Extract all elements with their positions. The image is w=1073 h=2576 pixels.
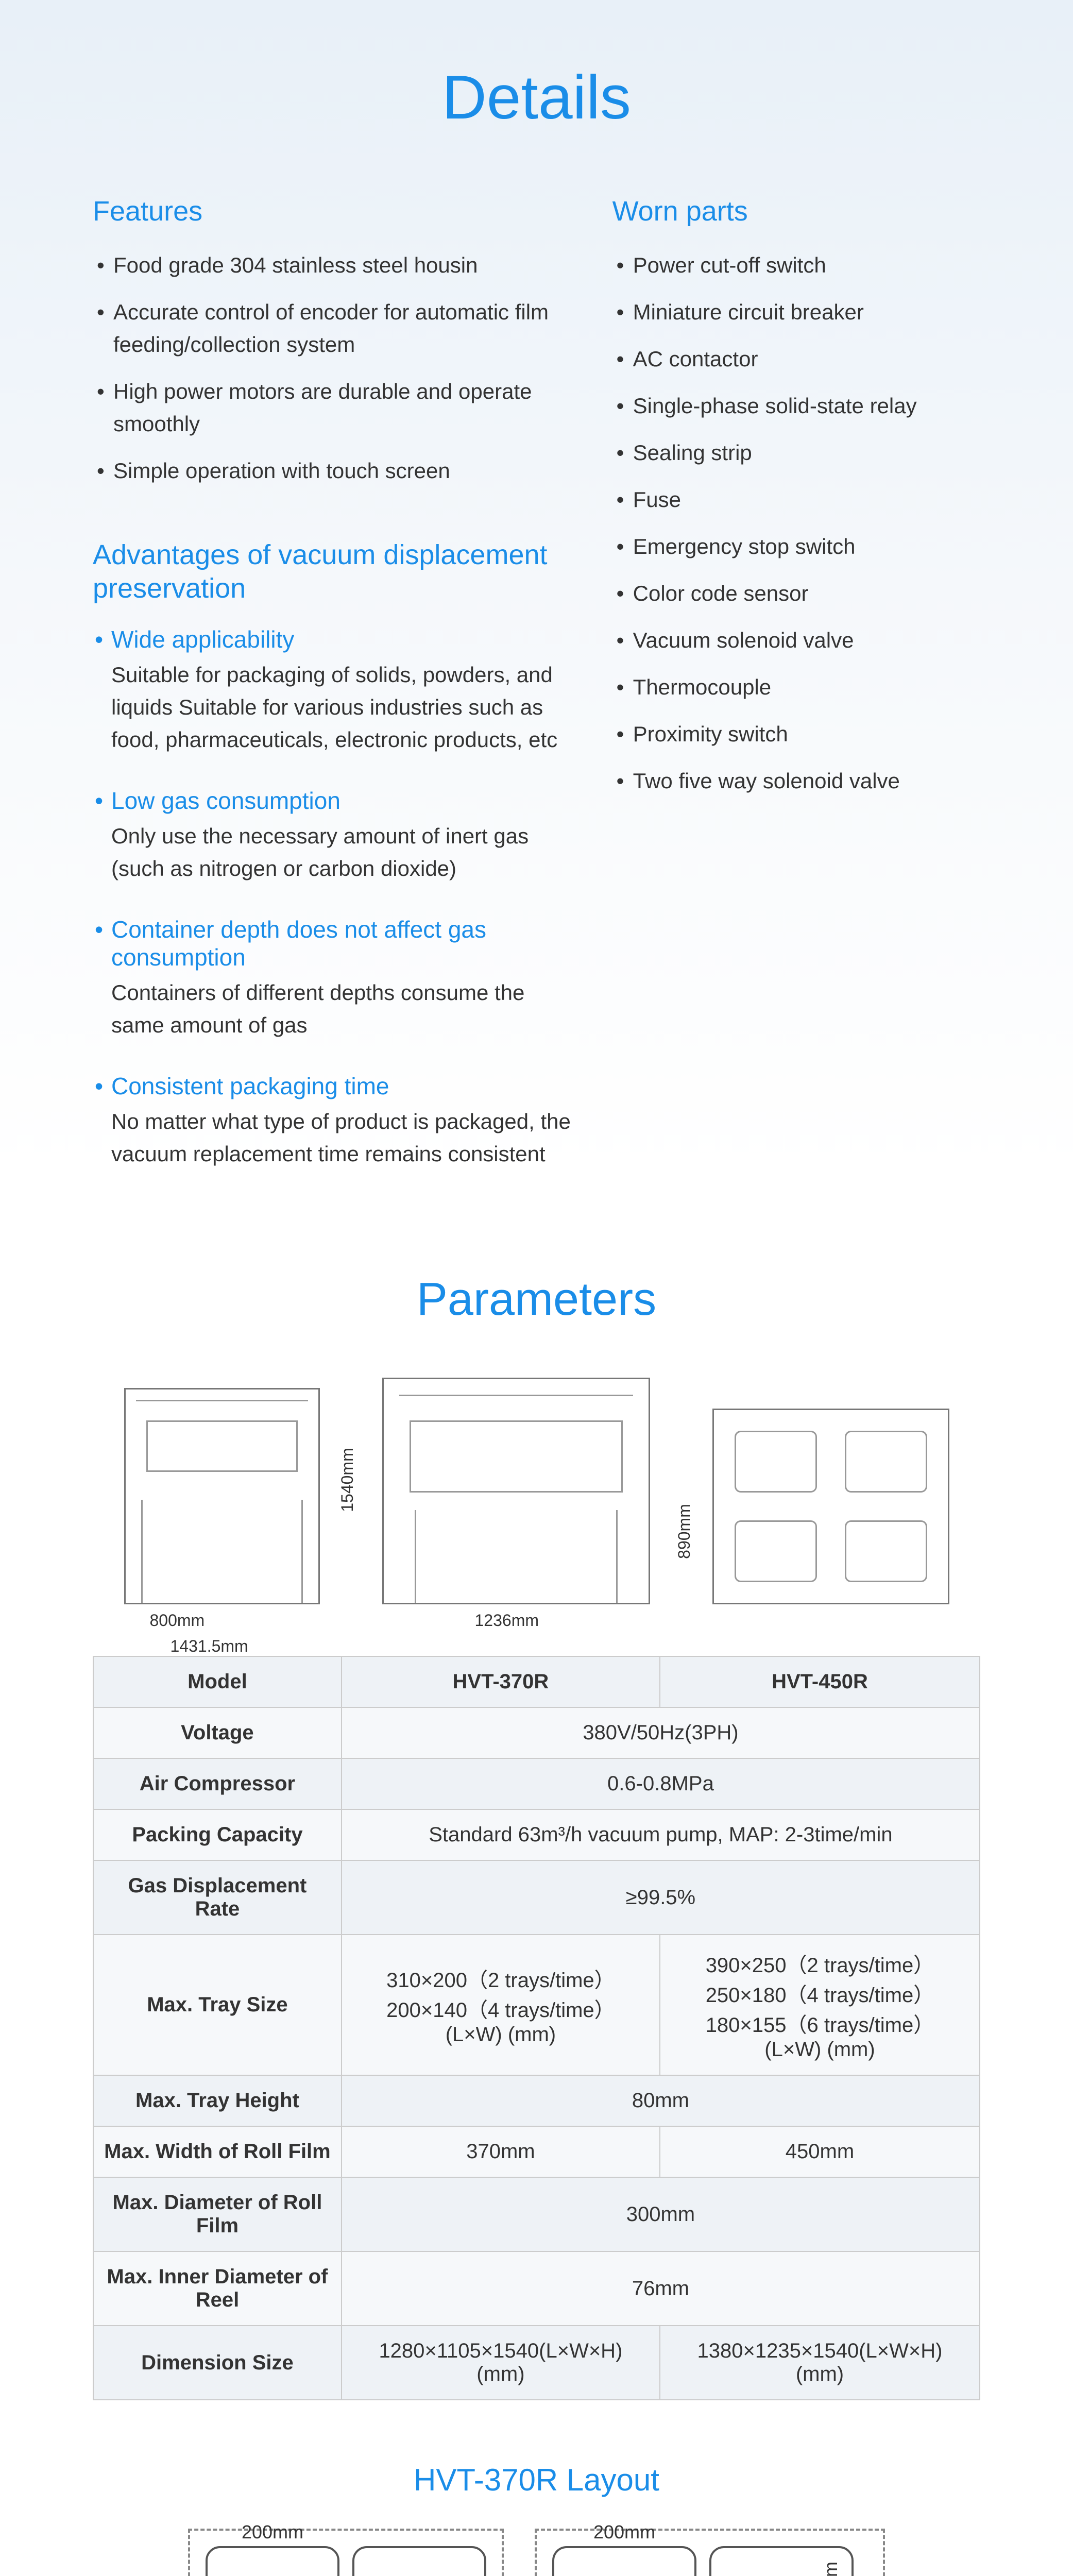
spec-label: Max. Diameter of Roll Film — [93, 2177, 342, 2251]
advantage-desc: Suitable for packaging of solids, powder… — [93, 658, 571, 756]
advantage-title: Consistent packaging time — [93, 1072, 571, 1100]
spec-label: Dimension Size — [93, 2326, 342, 2400]
spec-label: Max. Width of Roll Film — [93, 2126, 342, 2177]
layout-370-row: 200mm 310mm 200mm 140mm — [93, 2529, 980, 2576]
worn-item: Two five way solenoid valve — [612, 765, 980, 797]
table-row: Max. Diameter of Roll Film300mm — [93, 2177, 980, 2251]
details-columns: Features Food grade 304 stainless steel … — [93, 195, 980, 1201]
table-row: Max. Tray Size310×200（2 trays/time） 200×… — [93, 1935, 980, 2075]
table-row: Max. Width of Roll Film370mm450mm — [93, 2126, 980, 2177]
diagrams-row: 800mm 1431.5mm 1540mm 890mm 1236mm — [93, 1378, 980, 1604]
spec-label: Packing Capacity — [93, 1809, 342, 1860]
spec-value: 1380×1235×1540(L×W×H) (mm) — [660, 2326, 980, 2400]
table-row: Max. Tray Height80mm — [93, 2075, 980, 2126]
table-row: Air Compressor0.6-0.8MPa — [93, 1758, 980, 1809]
worn-item: Vacuum solenoid valve — [612, 624, 980, 656]
spec-label: Max. Inner Diameter of Reel — [93, 2251, 342, 2326]
worn-item: Thermocouple — [612, 671, 980, 703]
feature-item: Simple operation with touch screen — [93, 454, 571, 487]
advantages-block: Advantages of vacuum displacement preser… — [93, 538, 571, 1171]
features-heading: Features — [93, 195, 571, 228]
main-container: Details Features Food grade 304 stainles… — [0, 0, 1073, 2576]
table-header: Model — [93, 1656, 342, 1707]
tray — [352, 2546, 486, 2576]
spec-value: 310×200（2 trays/time） 200×140（4 trays/ti… — [342, 1935, 660, 2075]
worn-item: AC contactor — [612, 343, 980, 375]
worn-item: Proximity switch — [612, 718, 980, 750]
diag-label: 1431.5mm — [171, 1637, 248, 1656]
tray: 200mm — [552, 2546, 696, 2576]
tray: 200mm 310mm — [206, 2546, 339, 2576]
advantages-heading: Advantages of vacuum displacement preser… — [93, 538, 571, 605]
diag-label: 890mm — [675, 1504, 694, 1560]
worn-heading: Worn parts — [612, 195, 980, 228]
worn-item: Fuse — [612, 483, 980, 516]
advantage-item: Wide applicability Suitable for packagin… — [93, 625, 571, 756]
diag-label: 800mm — [150, 1611, 205, 1630]
table-row: Voltage380V/50Hz(3PH) — [93, 1707, 980, 1758]
spec-label: Air Compressor — [93, 1758, 342, 1809]
table-header-row: Model HVT-370R HVT-450R — [93, 1656, 980, 1707]
diag-label: 1236mm — [475, 1611, 539, 1630]
spec-value: 0.6-0.8MPa — [342, 1758, 980, 1809]
spec-value: Standard 63m³/h vacuum pump, MAP: 2-3tim… — [342, 1809, 980, 1860]
advantage-item: Container depth does not affect gas cons… — [93, 916, 571, 1041]
worn-item: Emergency stop switch — [612, 530, 980, 563]
spec-value: 300mm — [342, 2177, 980, 2251]
page-title: Details — [93, 62, 980, 133]
table-header: HVT-450R — [660, 1656, 980, 1707]
spec-value: 450mm — [660, 2126, 980, 2177]
right-column: Worn parts Power cut-off switch Miniatur… — [612, 195, 980, 1201]
worn-item: Sealing strip — [612, 436, 980, 469]
advantage-item: Low gas consumption Only use the necessa… — [93, 787, 571, 885]
advantage-desc: Containers of different depths consume t… — [93, 976, 571, 1041]
spec-value: 1280×1105×1540(L×W×H) (mm) — [342, 2326, 660, 2400]
diag-label: 1540mm — [337, 1448, 356, 1513]
spec-value: 80mm — [342, 2075, 980, 2126]
spec-value: ≥99.5% — [342, 1860, 980, 1935]
tray: 140mm — [709, 2546, 854, 2576]
spec-value: 370mm — [342, 2126, 660, 2177]
spec-value: 76mm — [342, 2251, 980, 2326]
table-row: Gas Displacement Rate≥99.5% — [93, 1860, 980, 1935]
spec-label: Gas Displacement Rate — [93, 1860, 342, 1935]
diagram-3 — [712, 1409, 949, 1604]
advantage-desc: No matter what type of product is packag… — [93, 1105, 571, 1170]
tray-label: 200mm — [593, 2521, 655, 2543]
tray-label: 200mm — [242, 2521, 303, 2543]
advantage-desc: Only use the necessary amount of inert g… — [93, 820, 571, 885]
spec-value: 390×250（2 trays/time） 250×180（4 trays/ti… — [660, 1935, 980, 2075]
feature-item: Accurate control of encoder for automati… — [93, 296, 571, 361]
feature-item: High power motors are durable and operat… — [93, 375, 571, 440]
tray-label: 140mm — [820, 2562, 842, 2576]
advantage-title: Low gas consumption — [93, 787, 571, 815]
spec-table: Model HVT-370R HVT-450R Voltage380V/50Hz… — [93, 1656, 980, 2400]
worn-list: Power cut-off switch Miniature circuit b… — [612, 249, 980, 797]
layout-box: 200mm 140mm — [535, 2529, 885, 2576]
table-row: Packing CapacityStandard 63m³/h vacuum p… — [93, 1809, 980, 1860]
advantage-title: Wide applicability — [93, 625, 571, 653]
worn-item: Color code sensor — [612, 577, 980, 609]
worn-item: Power cut-off switch — [612, 249, 980, 281]
layout-box: 200mm 310mm — [188, 2529, 504, 2576]
table-row: Max. Inner Diameter of Reel76mm — [93, 2251, 980, 2326]
spec-label: Max. Tray Height — [93, 2075, 342, 2126]
feature-item: Food grade 304 stainless steel housin — [93, 249, 571, 281]
advantage-title: Container depth does not affect gas cons… — [93, 916, 571, 971]
worn-item: Miniature circuit breaker — [612, 296, 980, 328]
layout-370-title: HVT-370R Layout — [93, 2462, 980, 2498]
spec-label: Max. Tray Size — [93, 1935, 342, 2075]
features-list: Food grade 304 stainless steel housin Ac… — [93, 249, 571, 487]
worn-item: Single-phase solid-state relay — [612, 389, 980, 422]
parameters-heading: Parameters — [93, 1273, 980, 1326]
table-header: HVT-370R — [342, 1656, 660, 1707]
table-row: Dimension Size1280×1105×1540(L×W×H) (mm)… — [93, 2326, 980, 2400]
advantage-item: Consistent packaging time No matter what… — [93, 1072, 571, 1170]
diagram-2: 1540mm 890mm 1236mm — [382, 1378, 650, 1604]
diagram-1: 800mm 1431.5mm — [124, 1388, 320, 1604]
left-column: Features Food grade 304 stainless steel … — [93, 195, 571, 1201]
spec-value: 380V/50Hz(3PH) — [342, 1707, 980, 1758]
spec-label: Voltage — [93, 1707, 342, 1758]
